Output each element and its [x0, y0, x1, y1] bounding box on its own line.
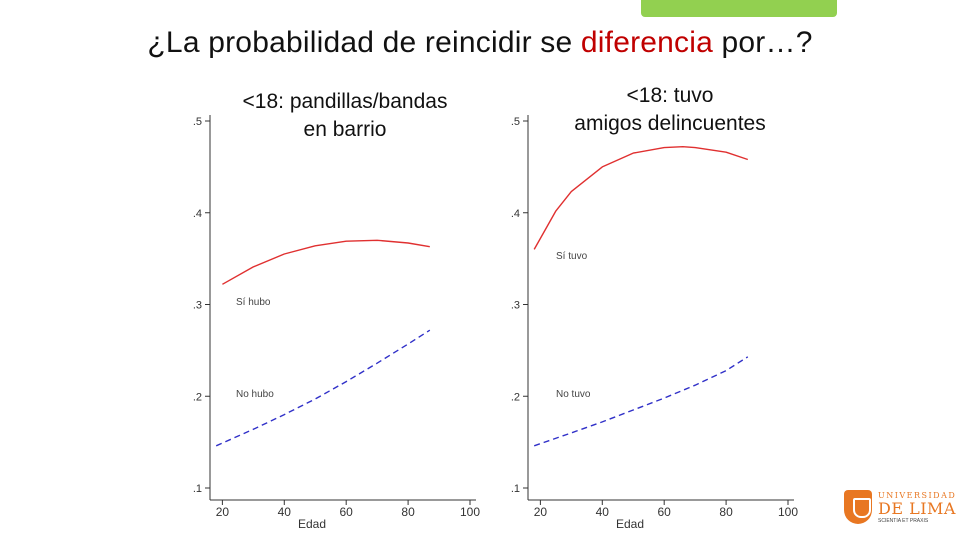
university-logo: UNIVERSIDAD DE LIMA SCIENTIA ET PRAXIS — [842, 488, 957, 528]
shield-icon — [844, 490, 872, 524]
chart2-x-tick-label: 20 — [534, 505, 548, 519]
logo-line-2: DE LIMA — [878, 499, 956, 518]
chart2-x-tick-label: 80 — [719, 505, 733, 519]
chart2-x-tick-label: 60 — [658, 505, 672, 519]
chart2-y-tick-label: .4 — [511, 208, 520, 220]
chart1-x-axis-label: Edad — [298, 517, 326, 531]
chart1-series-2-line — [215, 329, 431, 447]
chart1-x-tick-label: 40 — [278, 505, 292, 519]
chart1-series-1-line — [222, 239, 430, 285]
chart1-x-tick-label: 80 — [401, 505, 415, 519]
chart1-x-tick-label: 20 — [216, 505, 230, 519]
chart1-series-1-label: Sí hubo — [236, 297, 271, 308]
logo-line-1: UNIVERSIDAD — [878, 491, 957, 500]
title-part-1: ¿La probabilidad de reincidir se — [147, 26, 581, 59]
title-highlight: diferencia — [580, 26, 713, 59]
chart1-y-tick-label: .5 — [193, 116, 202, 128]
slide-title: ¿La probabilidad de reincidir se diferen… — [0, 26, 960, 60]
chart2-y-tick-label: .2 — [511, 391, 520, 403]
chart2-series-2-label: No tuvo — [556, 389, 591, 400]
chart2-y-tick-label: .5 — [511, 116, 520, 128]
right-chart-title: <18: tuvo amigos delincuentes — [574, 84, 766, 135]
chart1-x-tick-label: 60 — [340, 505, 354, 519]
chart2-x-tick-label: 100 — [778, 505, 798, 519]
chart1-y-tick-label: .3 — [193, 300, 202, 312]
logo-motto: SCIENTIA ET PRAXIS — [878, 518, 929, 524]
chart2-y-tick-label: .1 — [511, 483, 520, 495]
chart1-y-tick-label: .2 — [193, 391, 202, 403]
title-part-2: por…? — [713, 26, 813, 59]
chart2-x-tick-label: 40 — [596, 505, 610, 519]
chart2-series-1-line — [533, 145, 749, 250]
chart1-y-tick-label: .1 — [193, 483, 202, 495]
chart1-series-2-label: No hubo — [236, 389, 274, 400]
chart2-x-axis-label: Edad — [616, 517, 644, 531]
top-accent-tab — [641, 0, 837, 17]
chart1-x-tick-label: 100 — [460, 505, 480, 519]
chart2-series-1-label: Sí tuvo — [556, 251, 588, 262]
chart2-y-tick-label: .3 — [511, 300, 520, 312]
chart1-y-tick-label: .4 — [193, 208, 202, 220]
chart2-series-2-line — [533, 356, 749, 447]
left-chart-title: <18: pandillas/bandas en barrio — [242, 90, 448, 141]
